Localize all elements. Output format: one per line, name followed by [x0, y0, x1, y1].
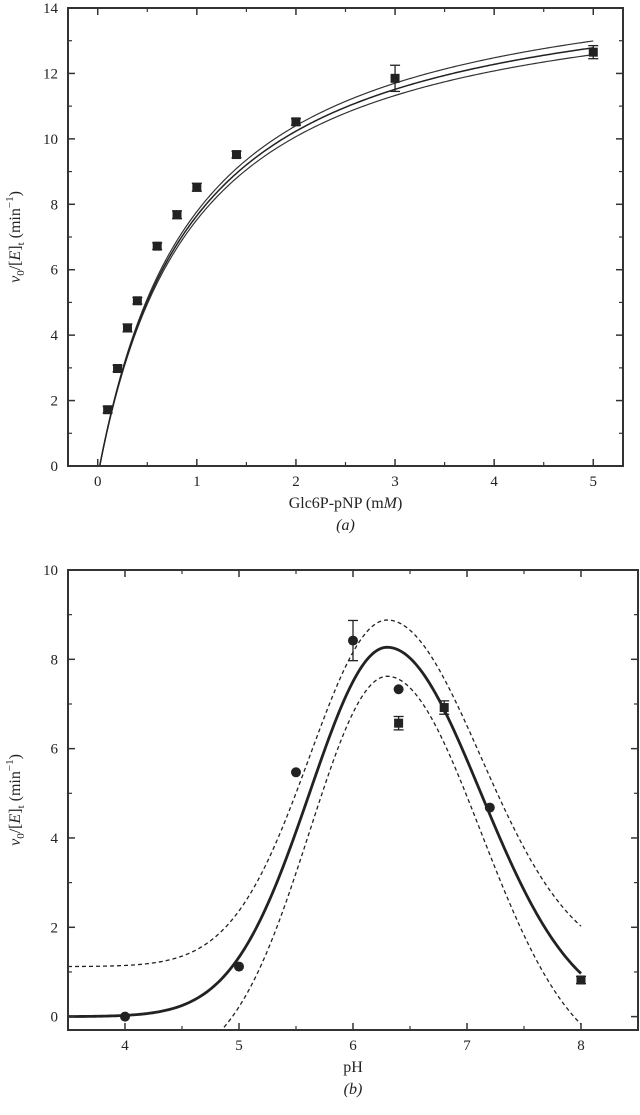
y-tick-label: 6	[51, 263, 59, 279]
y-tick-label: 0	[51, 1010, 59, 1026]
x-tick-label: 5	[590, 474, 598, 490]
data-point-square	[439, 703, 449, 713]
panel-b-labels: pH v0/[E]t (min−1) (b)	[4, 754, 363, 1098]
x-tick-label: 4	[121, 1038, 129, 1054]
x-tick-label: 6	[349, 1038, 357, 1054]
x-tick-label: 4	[490, 474, 498, 490]
panel-b-ticks: 4 5 6 7 8 0 2 4 6 8 10	[43, 563, 638, 1054]
data-point-square	[394, 718, 404, 728]
data-point-circle	[234, 961, 244, 972]
data-point-square	[113, 364, 123, 374]
fit-upper-band	[99, 40, 594, 466]
data-point-circle	[393, 684, 404, 695]
x-tick-label: 0	[94, 474, 102, 490]
y-tick-label: 2	[51, 920, 59, 936]
x-tick-label: 1	[193, 474, 201, 490]
data-point-circle	[484, 802, 495, 813]
x-tick-label: 8	[577, 1038, 585, 1054]
y-tick-label: 14	[43, 1, 59, 17]
panel-label: (b)	[344, 1081, 363, 1098]
fit-curve-group	[68, 619, 582, 1030]
fit-lower-band	[99, 54, 594, 466]
data-point-square	[231, 150, 241, 160]
x-tick-label: 3	[391, 474, 399, 490]
y-tick-label: 6	[51, 742, 59, 758]
panel-b-data-points	[120, 619, 586, 1022]
x-tick-label: 7	[463, 1038, 471, 1054]
panel-b-fit-curves	[68, 619, 582, 1030]
panel-a-fit-curves	[98, 40, 594, 466]
data-point-square	[192, 182, 202, 192]
fit-curve	[68, 645, 582, 1018]
y-tick-label: 2	[51, 394, 59, 410]
y-tick-label: 10	[43, 132, 58, 148]
y-axis-label: v0/[E]t (min−1)	[4, 754, 27, 846]
x-axis-label: Glc6P-pNP (mM)	[289, 495, 403, 512]
data-point-square	[172, 210, 182, 220]
data-point-square	[390, 73, 400, 83]
y-tick-label: 4	[51, 328, 59, 344]
fit-curve	[98, 47, 594, 466]
panel-a-labels: Glc6P-pNP (mM) v0/[E]t (min−1) (a)	[4, 191, 402, 534]
panel-label: (a)	[336, 517, 355, 534]
data-point-square	[132, 296, 142, 306]
data-point-square	[152, 241, 162, 251]
y-tick-label: 12	[43, 66, 58, 82]
data-point-circle	[291, 767, 301, 778]
data-point-square	[122, 323, 132, 333]
panel-a-frame	[67, 7, 624, 467]
x-tick-label: 2	[292, 474, 300, 490]
y-tick-label: 10	[43, 563, 58, 579]
y-tick-label: 8	[51, 652, 59, 668]
panel-b-chart: 4 5 6 7 8 0 2 4 6 8 10 pH v0/[E]t (min−1) (b)	[4, 563, 639, 1098]
data-point-square	[291, 117, 301, 127]
y-axis-label: v0/[E]t (min−1)	[4, 191, 27, 283]
data-point-square	[576, 975, 586, 985]
data-point-square	[588, 47, 598, 57]
data-point-circle	[120, 1011, 130, 1022]
x-tick-label: 5	[235, 1038, 243, 1054]
plot-frame	[67, 7, 624, 467]
fit-lower-band	[220, 675, 582, 1030]
panel-a-data-points	[102, 44, 599, 415]
fit-upper-band	[68, 619, 582, 968]
y-tick-label: 8	[51, 197, 59, 213]
x-axis-label: pH	[343, 1059, 363, 1076]
fit-curve-group	[98, 40, 594, 466]
data-point-circle	[348, 635, 358, 646]
data-point-square	[103, 405, 113, 415]
y-tick-label: 0	[51, 459, 59, 475]
y-tick-label: 4	[51, 831, 59, 847]
